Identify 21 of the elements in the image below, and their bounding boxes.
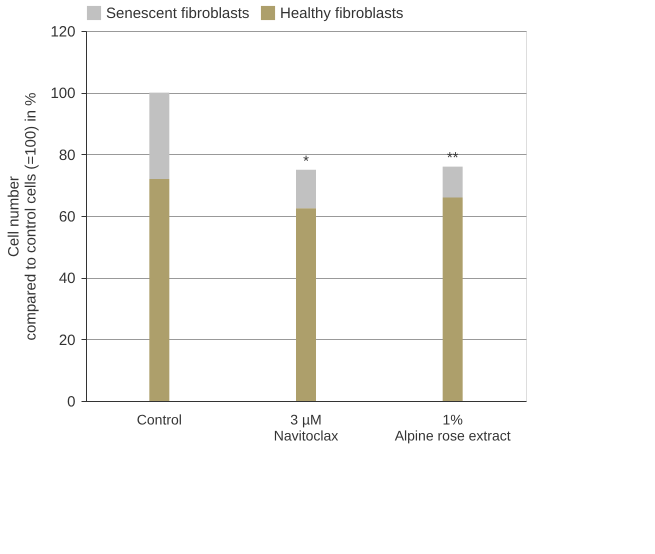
annotation: ** (446, 150, 459, 167)
legend-label: Healthy fibroblasts (280, 5, 404, 22)
y-tick-label: 100 (50, 85, 76, 102)
bar (296, 170, 316, 208)
x-tick-label: 1% Alpine rose extract (394, 412, 511, 444)
x-tick-label: 3 µM Navitoclax (274, 412, 338, 444)
y-tick-label: 80 (58, 146, 76, 164)
y-tick-label: 40 (58, 270, 76, 288)
annotation: * (303, 152, 310, 170)
y-tick-label: 0 (67, 394, 76, 410)
y-axis-title: Cell number compared to control cells (=100) in % (5, 92, 40, 341)
y-tick-label: 20 (58, 332, 76, 349)
bar (442, 198, 463, 401)
y-tick-label: 60 (58, 208, 76, 226)
bar (149, 92, 170, 179)
legend-label: Senescent fibroblasts (106, 5, 250, 22)
y-tick-label: 120 (50, 24, 76, 40)
bar (442, 166, 463, 198)
bar (149, 179, 170, 401)
bar (296, 208, 316, 401)
x-tick-label: Control (136, 412, 182, 428)
